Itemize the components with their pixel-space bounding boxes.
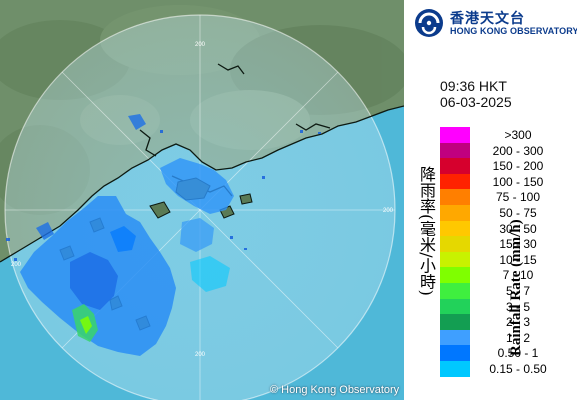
legend-item: 1 - 2 <box>440 329 562 346</box>
legend-label: 3 - 5 <box>505 299 530 314</box>
legend-swatch <box>440 204 470 221</box>
hko-logo-chinese-name: 香港天文台 <box>450 11 525 27</box>
radar-map-svg: 200 200 200 200 <box>0 14 404 400</box>
range-label-north: 200 <box>195 42 206 48</box>
map-copyright: © Hong Kong Observatory <box>270 384 400 396</box>
legend-item: 75 - 100 <box>440 189 562 205</box>
legend-item: 10 - 15 <box>440 251 562 268</box>
range-label-west: 200 <box>11 262 22 268</box>
legend-swatch <box>440 251 470 268</box>
legend-label: 5 - 7 <box>505 283 530 298</box>
legend-swatch <box>440 298 470 315</box>
legend-swatch <box>440 360 470 377</box>
hko-logo-english-name: HONG KONG OBSERVATORY <box>450 26 577 36</box>
legend-item: 0.50 - 1 <box>440 345 562 361</box>
observation-date: 06-03-2025 <box>440 94 512 110</box>
legend-item: 30 - 50 <box>440 220 562 237</box>
rainfall-echo <box>20 114 234 356</box>
legend-swatch <box>440 158 470 174</box>
legend-label: 50 - 75 <box>499 205 537 220</box>
legend-title-chinese: 降雨率(毫米/小時) <box>417 166 436 296</box>
legend-swatch <box>440 329 470 346</box>
legend-swatch <box>440 189 470 205</box>
legend-label: 2 - 3 <box>505 315 530 330</box>
legend-label: 100 - 150 <box>492 174 544 189</box>
range-label-south: 200 <box>195 352 206 358</box>
hko-logo[interactable]: 香港天文台 HONG KONG OBSERVATORY <box>414 6 577 40</box>
legend-label: 30 - 50 <box>499 221 537 236</box>
legend-item: 200 - 300 <box>440 142 562 159</box>
legend-item: 5 - 7 <box>440 282 562 299</box>
legend-label: 200 - 300 <box>492 143 544 158</box>
legend-item: 15 - 30 <box>440 236 562 252</box>
legend-label: 15 - 30 <box>499 237 537 252</box>
legend-swatch <box>440 142 470 159</box>
legend-label: 0.50 - 1 <box>497 346 539 361</box>
legend-item: 2 - 3 <box>440 314 562 330</box>
legend-label: 75 - 100 <box>495 190 541 205</box>
hko-logo-icon <box>415 9 443 37</box>
legend-swatch <box>440 282 470 299</box>
legend-item: 150 - 200 <box>440 158 562 174</box>
legend-label: 150 - 200 <box>492 159 544 174</box>
legend-swatch <box>440 173 470 190</box>
legend-item: 7 - 10 <box>440 267 562 283</box>
legend-label: 10 - 15 <box>499 252 537 267</box>
legend-swatch <box>440 267 470 283</box>
legend-item: >300 <box>440 127 562 143</box>
legend-swatch <box>440 220 470 237</box>
legend-label: >300 <box>504 128 532 142</box>
range-label-east: 200 <box>383 208 394 214</box>
info-panel: 香港天文台 HONG KONG OBSERVATORY 09:36 HKT 06… <box>404 0 577 400</box>
legend-swatch <box>440 127 470 143</box>
echo-dots <box>6 130 321 261</box>
observation-time: 09:36 HKT <box>440 78 507 94</box>
legend-item: 50 - 75 <box>440 204 562 221</box>
legend-swatch <box>440 314 470 330</box>
legend-item: 3 - 5 <box>440 298 562 315</box>
legend-title-english: Rainfall Rate (mm/h) <box>508 219 524 356</box>
radar-map: 200 200 200 200 <box>0 0 404 400</box>
legend-label: 7 - 10 <box>502 268 534 283</box>
legend-label: 0.15 - 0.50 <box>489 361 547 376</box>
legend-item: 0.15 - 0.50 <box>440 360 562 377</box>
legend-swatch <box>440 236 470 252</box>
rainfall-legend: >300 200 - 300 150 - 200 100 - 150 75 - 100 5… <box>440 127 562 377</box>
legend-swatch <box>440 345 470 361</box>
legend-item: 100 - 150 <box>440 173 562 190</box>
legend-label: 1 - 2 <box>505 330 530 345</box>
